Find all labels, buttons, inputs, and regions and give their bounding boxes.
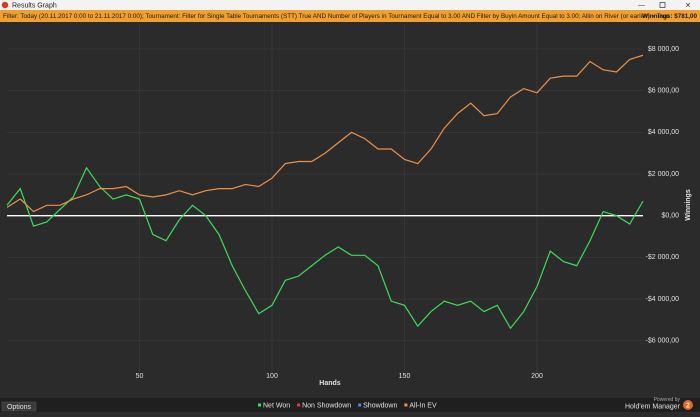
x-tick-label: 50: [136, 373, 144, 380]
window-title: Results Graph: [12, 2, 57, 9]
powered-by: Powered by: [654, 397, 681, 403]
filter-bar: [0, 10, 700, 22]
title-bar: [0, 0, 700, 10]
brand-badge: [683, 400, 693, 410]
legend-swatch: [358, 403, 362, 407]
y-tick-label: $0,00: [661, 213, 679, 220]
legend-label: Non Showdown: [302, 402, 351, 409]
bottom-bar: [0, 398, 700, 412]
legend-swatch: [297, 403, 301, 407]
options-button[interactable]: [1, 401, 37, 412]
x-tick-label: 200: [531, 373, 543, 380]
filter-text: Filter: Today (20.11.2017 0:00 to 21.11.…: [3, 13, 670, 20]
options-label: Options: [7, 404, 32, 411]
maximize-button[interactable]: [659, 2, 666, 8]
legend-label: Showdown: [363, 402, 397, 409]
x-axis-label: Hands: [319, 380, 341, 387]
y-tick-label: $4 000,00: [648, 129, 679, 136]
winnings: Winnings: $781,00: [642, 13, 697, 20]
legend-swatch: [258, 403, 261, 407]
series-line: [6, 166, 644, 330]
y-tick-label: -$6 000,00: [646, 338, 680, 345]
app-icon: [1, 1, 9, 9]
legend-label: All-In EV: [409, 402, 437, 409]
y-tick-label: $6 000,00: [648, 88, 679, 95]
series-line: [6, 54, 644, 213]
minimize-button[interactable]: —: [638, 2, 645, 9]
x-tick-label: 150: [399, 373, 411, 380]
y-tick-label: $8 000,00: [648, 46, 679, 53]
y-axis-label: Winnings: [685, 189, 692, 221]
y-tick-label: -$2 000,00: [646, 254, 680, 261]
brand: Hold'em Manager: [625, 403, 681, 410]
legend-swatch: [404, 403, 408, 407]
legend-label: Net Won: [263, 402, 290, 409]
y-tick-label: -$4 000,00: [646, 296, 680, 303]
brand-badge-text: 2: [686, 402, 690, 409]
x-tick-label: 100: [266, 373, 278, 380]
close-button[interactable]: ✕: [685, 2, 691, 9]
y-tick-label: $2 000,00: [648, 171, 679, 178]
